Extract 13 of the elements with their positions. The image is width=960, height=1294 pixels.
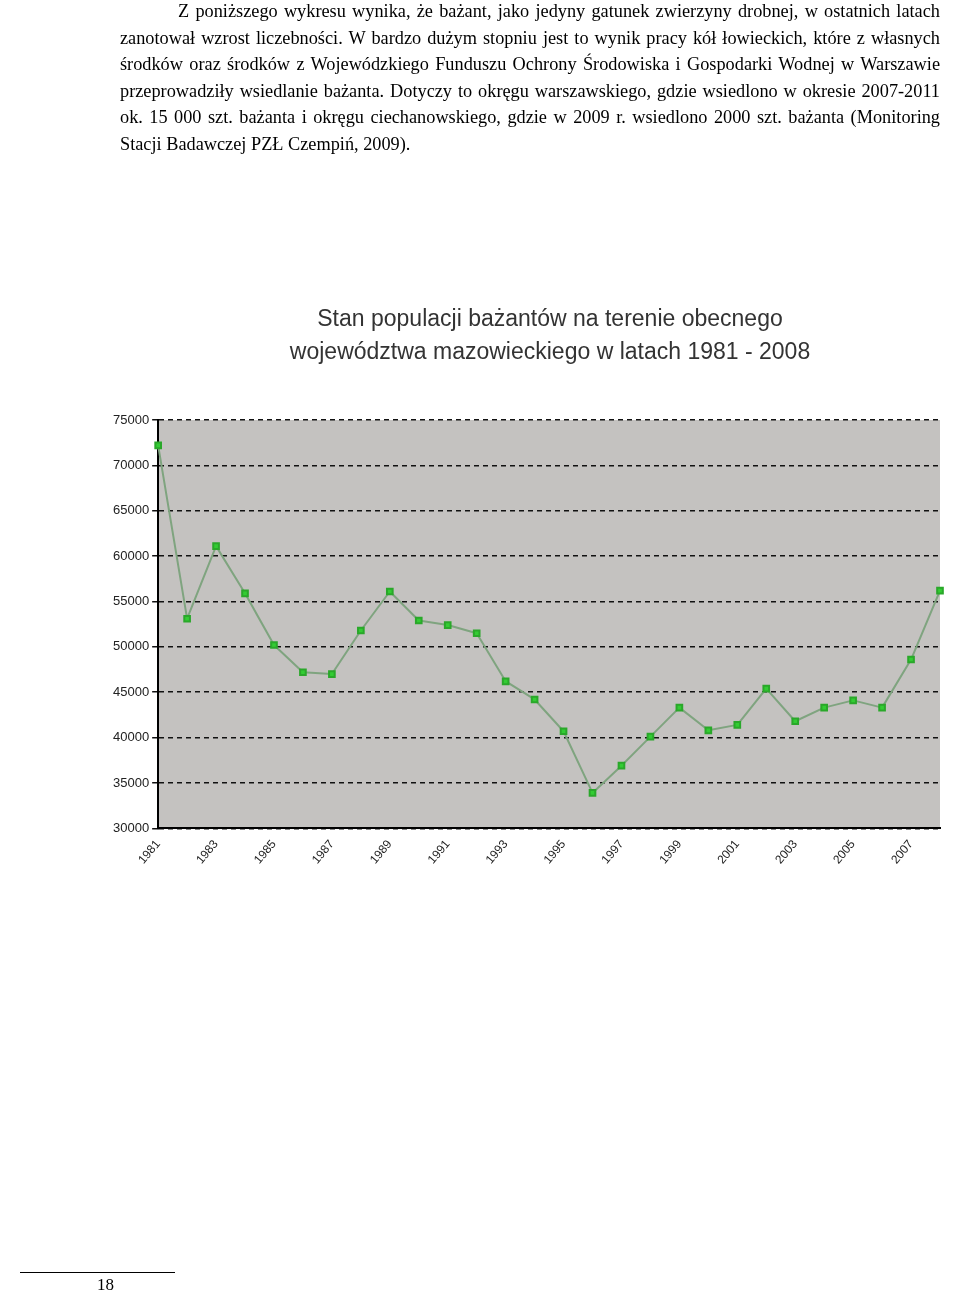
y-tick-label: 70000 (112, 456, 150, 472)
y-tick-label: 50000 (112, 638, 150, 654)
y-tick-label: 35000 (112, 774, 150, 790)
y-tick-label: 55000 (112, 593, 150, 609)
text: Z poniższego wykresu wynika, że bażant, jako jedyny gatunek zwierzyny drobnej, w ostatnich latach zanotował wzrost liczebności. W bardzo dużym stopniu jest to wynik pracy kół łowieckich, które z własnych środków oraz środków z Wojewódzkiego Funduszu Ochrony Środowiska i Gospodarki Wodnej w Warszawie przeprowadziły wsiedlanie bażanta. Dotyczy to okręgu warszawskiego, gdzie wsiedlono w okresie 2007-2011 ok. 15 000 szt. bażanta i okręgu ciechanowskiego, gdzie w 2009 r. wsiedlono 2000 szt. bażanta (Monitoring Stacji Badawczej PZŁ Czempiń, 2009). (120, 0, 940, 156)
chart-title: Stan populacji bażantów na terenie obecnego województwa mazowieckiego w latach 1981 - 2008 (288, 304, 812, 366)
y-tick-label: 45000 (112, 683, 150, 699)
text: 18 (97, 1275, 114, 1294)
y-tick-label: 30000 (112, 819, 150, 835)
y-tick-label: 65000 (112, 502, 150, 518)
y-tick-label: 75000 (112, 411, 150, 427)
y-tick-label: 40000 (112, 729, 150, 745)
y-tick-label: 60000 (112, 547, 150, 563)
